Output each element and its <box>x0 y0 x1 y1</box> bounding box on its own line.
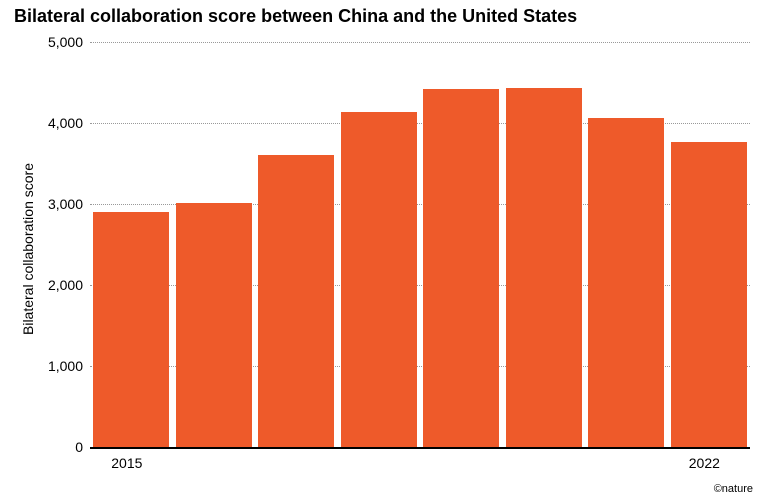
y-tick-label: 2,000 <box>35 277 83 293</box>
bar <box>671 142 747 447</box>
bar <box>176 203 252 447</box>
plot-area <box>90 42 750 447</box>
bar <box>506 88 582 447</box>
x-tick-label: 2015 <box>111 455 142 471</box>
credit-label: ©nature <box>714 483 753 495</box>
y-tick-label: 3,000 <box>35 196 83 212</box>
y-tick-label: 5,000 <box>35 34 83 50</box>
y-axis-label: Bilateral collaboration score <box>20 163 36 335</box>
bar <box>258 155 334 447</box>
bar <box>341 112 417 447</box>
bar <box>588 118 664 447</box>
chart-container: { "chart": { "type": "bar", "title": "Bi… <box>0 0 767 501</box>
y-tick-label: 0 <box>35 439 83 455</box>
grid-line <box>90 42 750 43</box>
bar <box>93 212 169 447</box>
y-tick-label: 1,000 <box>35 358 83 374</box>
x-axis-line <box>90 447 750 449</box>
y-tick-label: 4,000 <box>35 115 83 131</box>
x-tick-label: 2022 <box>689 455 720 471</box>
chart-title: Bilateral collaboration score between Ch… <box>14 6 577 27</box>
bar <box>423 89 499 447</box>
